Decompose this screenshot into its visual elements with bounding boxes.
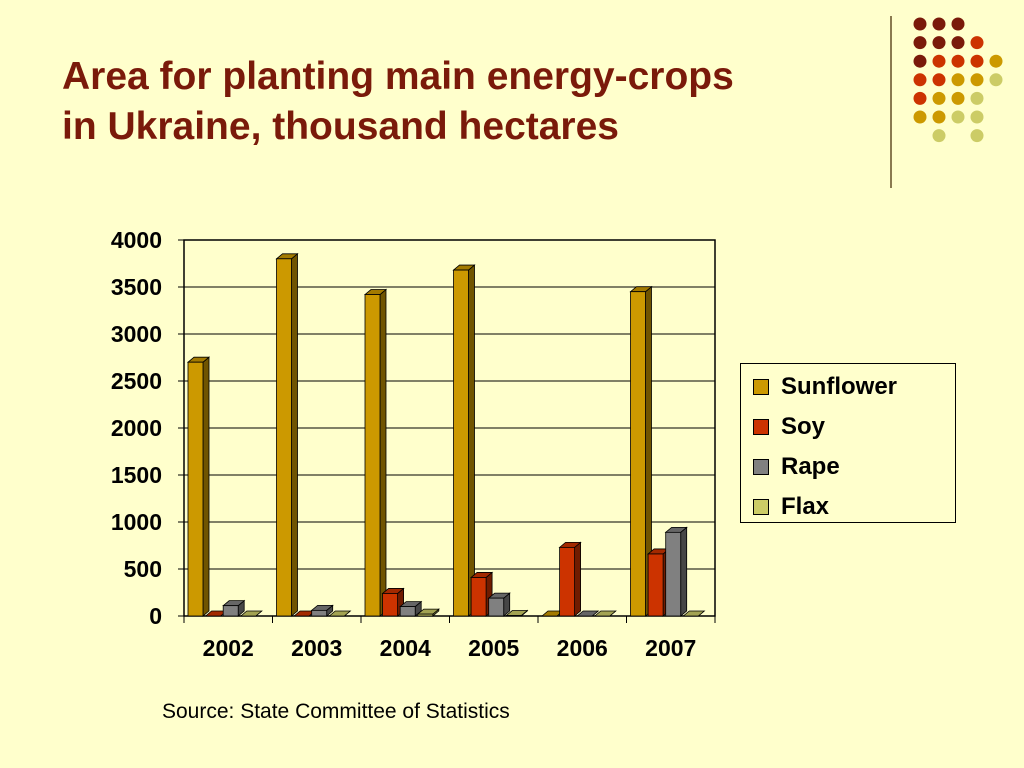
bar-sunflower-2004 [363, 288, 388, 617]
bar-flax-2005 [505, 609, 529, 617]
decorative-dot [970, 110, 984, 124]
y-tick-label: 1500 [111, 462, 162, 488]
legend-label: Sunflower [781, 373, 898, 400]
bar-rape-2003 [310, 604, 334, 617]
legend-item-rape: Rape [753, 452, 840, 482]
bar-flax-2007 [682, 610, 706, 617]
x-tick-label: 2007 [645, 635, 696, 661]
title-line-2: in Ukraine, thousand hectares [62, 105, 619, 148]
y-tick-label: 500 [124, 556, 162, 582]
bar-sunflower-2005 [452, 264, 476, 617]
decorative-dot [951, 110, 965, 124]
legend-label: Soy [781, 413, 826, 440]
bar-chart: 0 500 1000 1500 2000 2500 3000 3500 4000 2002 2003… [111, 227, 716, 661]
decorative-dot [970, 129, 984, 143]
decorative-dot [932, 129, 946, 143]
decorative-dot [951, 54, 965, 68]
decorative-dot [932, 73, 946, 87]
decorative-dot [932, 110, 946, 124]
decorative-dot [989, 73, 1003, 87]
bar-soy-2005 [469, 571, 494, 617]
title-line-1: Area for planting main energy-crops [62, 55, 734, 98]
decorative-dot [932, 54, 946, 68]
x-tick-label: 2002 [203, 635, 254, 661]
legend-swatch [753, 419, 769, 435]
decorative-dot [913, 73, 927, 87]
decorative-dot [970, 36, 984, 50]
decorative-dot [932, 91, 946, 105]
x-tick-label: 2005 [468, 635, 519, 661]
legend-label: Flax [781, 493, 830, 520]
decorative-dot [951, 73, 965, 87]
decorative-dot [951, 17, 965, 31]
legend-label: Rape [781, 453, 840, 480]
x-tick-label: 2003 [291, 635, 342, 661]
decorative-dot [970, 54, 984, 68]
y-tick-label: 1000 [111, 509, 162, 535]
decorative-dot-grid [913, 17, 1003, 143]
decorative-dot [951, 91, 965, 105]
bar-flax-2004 [416, 608, 440, 617]
decorative-dot [970, 91, 984, 105]
bar-sunflower-2002 [186, 356, 211, 617]
bar-rape-2007 [664, 526, 688, 617]
decorative-dot [951, 36, 965, 50]
decorative-dot [970, 73, 984, 87]
source-note: Source: State Committee of Statistics [162, 700, 510, 723]
bar-rape-2002 [222, 599, 246, 617]
decorative-dot [913, 17, 927, 31]
y-tick-label: 0 [149, 603, 162, 629]
legend-item-soy: Soy [753, 412, 825, 442]
decorative-dot [932, 36, 946, 50]
decorative-dot [913, 36, 927, 50]
decorative-divider [890, 16, 892, 188]
bar-sunflower-2007 [629, 285, 653, 617]
y-tick-label: 3000 [111, 321, 162, 347]
bar-rape-2006 [576, 610, 600, 617]
bar-sunflower-2003 [275, 252, 299, 617]
y-tick-label: 2500 [111, 368, 162, 394]
bar-soy-2006 [558, 541, 582, 617]
y-tick-label: 4000 [111, 227, 162, 253]
legend-swatch [753, 499, 769, 515]
x-tick-label: 2004 [380, 635, 431, 661]
decorative-dot [932, 17, 946, 31]
legend-item-flax: Flax [753, 492, 829, 522]
bar-flax-2006 [593, 610, 617, 617]
decorative-dot [913, 110, 927, 124]
legend-swatch [753, 379, 769, 395]
decorative-dot [913, 91, 927, 105]
legend-item-sunflower: Sunflower [753, 372, 897, 402]
y-tick-label: 3500 [111, 274, 162, 300]
bar-flax-2003 [328, 610, 352, 617]
x-tick-label: 2006 [557, 635, 608, 661]
chart-legend: Sunflower Soy Rape Flax [740, 363, 956, 523]
bar-flax-2002 [239, 610, 263, 617]
bar-rape-2005 [487, 592, 511, 617]
y-tick-label: 2000 [111, 415, 162, 441]
decorative-dot [913, 54, 927, 68]
legend-swatch [753, 459, 769, 475]
slide-title: Area for planting main energy-crops in U… [62, 52, 862, 152]
decorative-dot [989, 54, 1003, 68]
